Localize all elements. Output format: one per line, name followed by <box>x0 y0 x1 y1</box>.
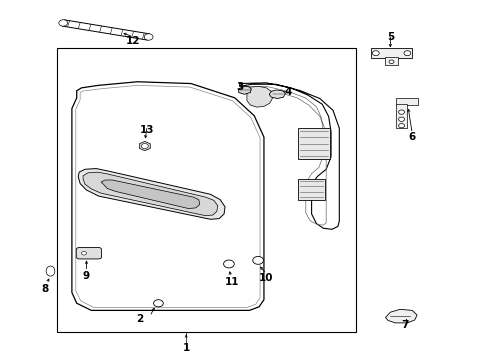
Bar <box>297 179 324 200</box>
Text: 2: 2 <box>136 314 143 324</box>
Polygon shape <box>238 86 251 94</box>
Polygon shape <box>269 90 285 99</box>
Bar <box>395 98 417 105</box>
Text: 10: 10 <box>259 273 273 283</box>
Polygon shape <box>62 20 149 40</box>
Polygon shape <box>385 309 416 323</box>
Bar <box>370 48 411 58</box>
Polygon shape <box>72 82 264 310</box>
Text: 7: 7 <box>401 320 408 330</box>
Text: 11: 11 <box>224 277 239 287</box>
Text: 9: 9 <box>83 271 90 282</box>
Circle shape <box>81 251 86 255</box>
Circle shape <box>388 60 393 64</box>
Circle shape <box>141 144 148 149</box>
FancyBboxPatch shape <box>76 248 102 259</box>
Text: 6: 6 <box>408 132 415 142</box>
Polygon shape <box>83 172 217 216</box>
Polygon shape <box>246 86 272 107</box>
Polygon shape <box>78 168 224 219</box>
Ellipse shape <box>46 266 55 276</box>
Text: 4: 4 <box>284 87 291 98</box>
Polygon shape <box>139 141 150 151</box>
Circle shape <box>372 51 378 56</box>
Circle shape <box>59 20 67 26</box>
Bar <box>385 58 397 65</box>
Text: 8: 8 <box>41 284 49 294</box>
Circle shape <box>252 256 263 264</box>
Text: 1: 1 <box>182 343 189 353</box>
Text: 12: 12 <box>125 36 140 46</box>
Circle shape <box>223 260 234 268</box>
Circle shape <box>153 300 163 307</box>
Bar <box>297 128 329 158</box>
Circle shape <box>398 123 404 128</box>
Circle shape <box>403 51 410 56</box>
Text: 13: 13 <box>140 125 154 135</box>
Circle shape <box>398 117 404 121</box>
Circle shape <box>144 34 153 40</box>
Bar <box>395 104 406 128</box>
Circle shape <box>398 110 404 114</box>
Polygon shape <box>239 83 339 229</box>
Text: 5: 5 <box>386 32 393 42</box>
Polygon shape <box>101 180 200 208</box>
Text: 3: 3 <box>236 82 243 92</box>
Bar <box>57 48 356 332</box>
